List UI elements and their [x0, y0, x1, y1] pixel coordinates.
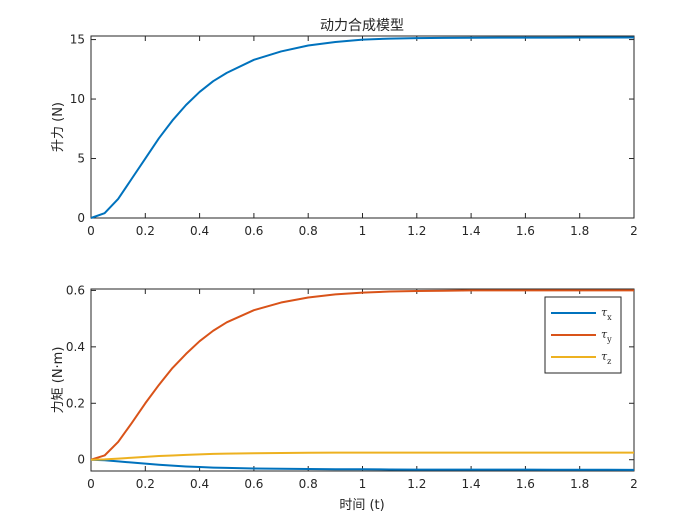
lift-series: [90, 36, 634, 219]
x-tick-label: 1.6: [516, 224, 535, 238]
torque-legend: τx τy τz: [544, 296, 622, 374]
x-tick-label: 0.4: [190, 224, 209, 238]
x-tick-label: 0.2: [136, 477, 155, 491]
lift-axes: 动力合成模型 升力 (N) 0 0.2 0.4 0.6 0.8 1 1.2 1.4 1.6 1.8…: [51, 18, 638, 238]
series-line-y: [90, 289, 634, 461]
x-tick-label: 0.8: [299, 224, 318, 238]
legend-label-x: τx: [601, 306, 612, 322]
x-tick-label: 0: [87, 477, 95, 491]
torque-series: [90, 289, 635, 471]
x-tick-label: 0.4: [190, 477, 209, 491]
y-tick-label: 0.4: [66, 340, 85, 354]
x-tick-label: 1.2: [407, 224, 426, 238]
x-tick-label: 1.4: [462, 224, 481, 238]
x-tick-label: 1.4: [462, 477, 481, 491]
lift-plot-area: [90, 35, 635, 219]
legend-label-y: τy: [601, 328, 612, 344]
torque-xlabel: 时间 (t): [339, 498, 384, 513]
x-tick-label: 1.8: [570, 477, 589, 491]
x-tick-label: 0.6: [244, 224, 263, 238]
y-tick-label: 0.2: [66, 396, 85, 410]
y-tick-label: 15: [70, 33, 85, 47]
x-tick-label: 0.8: [299, 477, 318, 491]
x-tick-label: 2: [630, 477, 638, 491]
legend-subscript-y: y: [606, 335, 612, 344]
series-line-z: [90, 451, 634, 461]
legend-label-z: τz: [601, 350, 611, 366]
torque-ticks: 0 0.2 0.4 0.6 0.8 1 1.2 1.4 1.6 1.8 2 0 0.2 0.4 0.6: [66, 283, 638, 491]
torque-axes: 力矩 (N·m) 时间 (t) 0 0.2 0.4 0.6 0.8 1 1.2 1.4 1.6 1…: [51, 283, 638, 513]
y-tick-label: 5: [77, 152, 85, 166]
x-tick-label: 1.2: [407, 477, 426, 491]
x-tick-label: 1.8: [570, 224, 589, 238]
lift-ylabel: 升力 (N): [51, 102, 66, 152]
y-tick-label: 0.6: [66, 283, 85, 297]
legend-subscript-x: x: [607, 313, 612, 322]
x-tick-label: 1: [359, 224, 367, 238]
lift-ticks: 0 0.2 0.4 0.6 0.8 1 1.2 1.4 1.6 1.8 2 0 5 10 15: [70, 33, 638, 238]
series-line-x: [90, 458, 635, 471]
x-tick-label: 0.6: [244, 477, 263, 491]
legend-subscript-z: z: [607, 357, 611, 366]
x-tick-label: 0.2: [136, 224, 155, 238]
y-tick-label: 10: [70, 92, 85, 106]
lift-title: 动力合成模型: [320, 18, 404, 34]
x-tick-label: 1: [359, 477, 367, 491]
x-tick-label: 0: [87, 224, 95, 238]
x-tick-label: 1.6: [516, 477, 535, 491]
y-tick-label: 0: [77, 453, 85, 467]
series-line-0: [90, 36, 634, 219]
torque-ylabel: 力矩 (N·m): [51, 347, 66, 414]
x-tick-label: 2: [630, 224, 638, 238]
y-tick-label: 0: [77, 211, 85, 225]
